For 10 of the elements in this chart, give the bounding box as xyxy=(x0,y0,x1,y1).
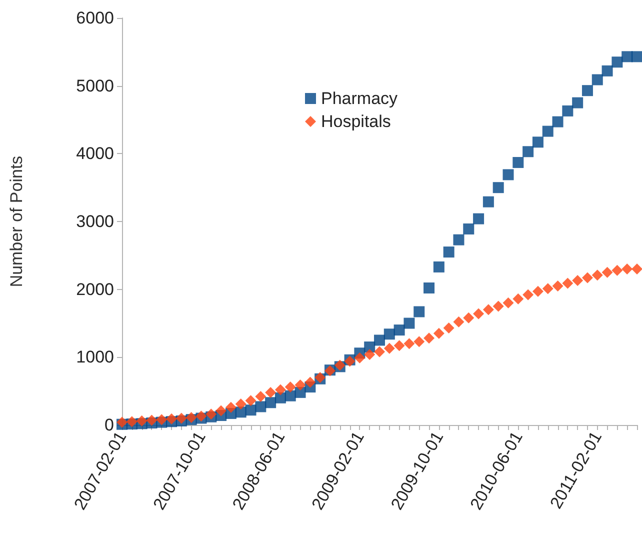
y-tick-label: 1000 xyxy=(76,348,114,367)
legend-label: Hospitals xyxy=(321,112,391,131)
y-tick-label: 6000 xyxy=(76,8,114,28)
y-tick-label: 2000 xyxy=(76,280,114,299)
y-tick-label: 5000 xyxy=(76,76,114,96)
y-tick-label: 3000 xyxy=(76,212,114,231)
y-axis-title: Number of Points xyxy=(7,156,26,288)
y-tick-label: 4000 xyxy=(76,144,114,164)
y-tick-label: 0 xyxy=(104,416,114,434)
legend-label: Pharmacy xyxy=(321,89,398,108)
